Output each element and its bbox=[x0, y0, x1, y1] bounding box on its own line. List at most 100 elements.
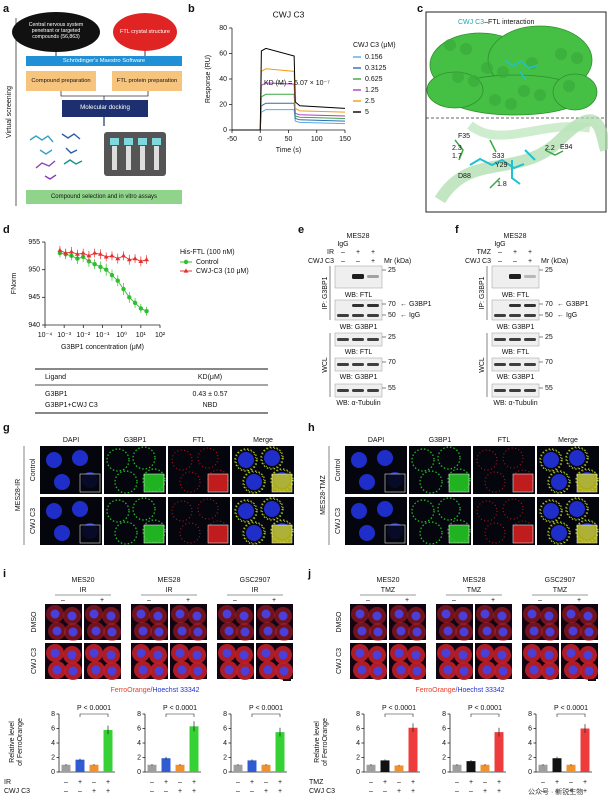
screen-node-text: FTL protein preparation bbox=[116, 77, 178, 84]
bar bbox=[161, 758, 171, 772]
data-point bbox=[121, 286, 126, 292]
nucleus bbox=[529, 665, 539, 675]
stain bbox=[437, 446, 461, 470]
blot-band bbox=[494, 363, 506, 366]
p-value: P < 0.0001 bbox=[382, 705, 416, 712]
protein-surface bbox=[518, 85, 530, 97]
blot-band bbox=[494, 389, 506, 392]
wb-label: WB: α-Tubulin bbox=[336, 400, 380, 407]
nucleus bbox=[153, 650, 163, 660]
x-tick-label: 0 bbox=[258, 136, 262, 143]
marker-label: 25 bbox=[388, 334, 396, 341]
y-tick-label: 945 bbox=[28, 294, 40, 301]
sign: + bbox=[483, 788, 487, 795]
stain bbox=[114, 521, 138, 545]
sign: – bbox=[383, 788, 387, 795]
bar bbox=[89, 764, 99, 772]
plate-icon bbox=[104, 132, 166, 176]
wb-label: WB: α-Tubulin bbox=[493, 400, 537, 407]
inset bbox=[79, 473, 101, 493]
stain bbox=[242, 470, 266, 494]
nucleus bbox=[278, 650, 288, 660]
data-point bbox=[69, 249, 74, 254]
cell-line: MES28 bbox=[158, 577, 181, 584]
y-axis-label: Response (RU) bbox=[205, 55, 212, 103]
column-header: Merge bbox=[558, 437, 578, 444]
wb-label: WB: FTL bbox=[502, 292, 530, 299]
blot-band bbox=[367, 314, 379, 317]
stain bbox=[575, 468, 599, 492]
marker-label: 70 bbox=[388, 359, 396, 366]
legend-label: 2.5 bbox=[365, 98, 375, 105]
series-line bbox=[59, 249, 147, 262]
nucleus bbox=[136, 648, 146, 658]
shape bbox=[12, 12, 100, 52]
sign: + bbox=[371, 258, 375, 265]
marker-label: 70 bbox=[388, 301, 396, 308]
residue-label: 1.7 bbox=[452, 153, 462, 160]
screen-node-text: FTL crystal structure bbox=[120, 28, 170, 35]
nucleus bbox=[89, 609, 99, 619]
cell-line: MES28 bbox=[463, 577, 486, 584]
data-point bbox=[103, 254, 109, 259]
data-point bbox=[98, 264, 103, 270]
x-tick-label: 100 bbox=[311, 136, 323, 143]
y-tick-label: 8 bbox=[223, 711, 227, 718]
y-axis-label: FNorm bbox=[11, 273, 18, 295]
sign: + bbox=[497, 788, 501, 795]
sign: – bbox=[498, 249, 502, 256]
band-arrow: ← G3BP1 bbox=[557, 301, 589, 308]
stain bbox=[411, 499, 435, 523]
treatment-label: IR bbox=[166, 587, 173, 594]
cell-line: MES28 bbox=[504, 233, 527, 240]
screen-node: FTL crystal structure bbox=[120, 28, 170, 35]
stain bbox=[171, 449, 193, 471]
ip-label: IP: G3BP1 bbox=[479, 276, 486, 309]
nucleus bbox=[91, 626, 101, 636]
table-cell: G3BP1 bbox=[45, 391, 68, 398]
sign: + bbox=[411, 779, 415, 786]
nucleus bbox=[193, 627, 203, 637]
nucleus bbox=[138, 665, 148, 675]
nucleus bbox=[459, 627, 469, 637]
nucleus bbox=[193, 666, 203, 676]
scale-bar bbox=[588, 679, 596, 681]
protein-surface bbox=[489, 94, 501, 106]
nucleus bbox=[551, 474, 567, 490]
sign: + bbox=[583, 788, 587, 795]
y-tick-label: 80 bbox=[219, 25, 227, 32]
nucleus bbox=[240, 666, 250, 676]
inset bbox=[448, 524, 470, 544]
legend-title: CWJ C3 (μM) bbox=[353, 42, 396, 49]
sign: – bbox=[483, 779, 487, 786]
table-header: KD(μM) bbox=[198, 374, 222, 381]
nucleus bbox=[441, 648, 451, 658]
inset bbox=[576, 524, 598, 544]
legend-marker bbox=[183, 259, 189, 265]
nucleus bbox=[177, 626, 187, 636]
bar bbox=[494, 732, 504, 772]
nucleus bbox=[394, 609, 404, 619]
title-part: –FTL interaction bbox=[484, 19, 534, 26]
stain bbox=[270, 468, 294, 492]
data-point bbox=[92, 250, 98, 255]
data-point bbox=[115, 278, 120, 283]
nucleus bbox=[412, 666, 422, 676]
sign: + bbox=[513, 249, 517, 256]
y-tick-label: 8 bbox=[528, 711, 532, 718]
y-tick-label: 6 bbox=[528, 725, 532, 732]
stain bbox=[235, 500, 257, 522]
nucleus bbox=[583, 611, 593, 621]
nucleus bbox=[54, 525, 70, 541]
nucleus bbox=[177, 665, 187, 675]
nucleus bbox=[46, 452, 62, 468]
nucleus bbox=[544, 650, 554, 660]
ip-label: IP: G3BP1 bbox=[322, 276, 329, 309]
nucleus bbox=[396, 626, 406, 636]
series-line bbox=[59, 252, 147, 312]
sign: – bbox=[150, 779, 154, 786]
nucleus bbox=[566, 609, 576, 619]
nucleus bbox=[396, 665, 406, 675]
sign: + bbox=[278, 788, 282, 795]
stain bbox=[171, 500, 193, 522]
